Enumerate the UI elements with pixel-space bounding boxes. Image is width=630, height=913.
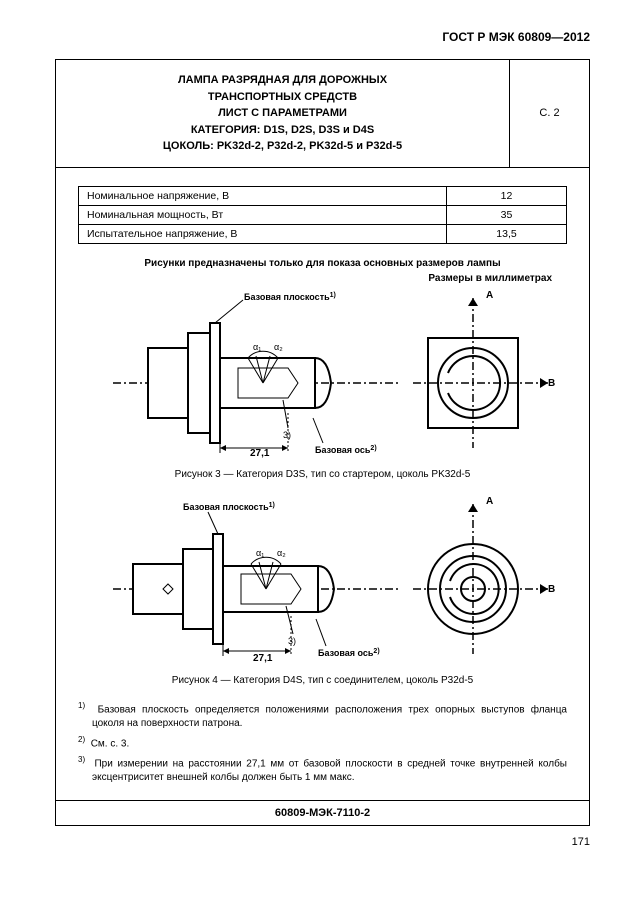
title-text: ЛАМПА РАЗРЯДНАЯ ДЛЯ ДОРОЖНЫХ ТРАНСПОРТНЫ…	[56, 60, 509, 167]
base-plane-label: Базовая плоскость	[183, 502, 269, 512]
param-label: Номинальная мощность, Вт	[79, 205, 447, 224]
standard-header: ГОСТ Р МЭК 60809—2012	[55, 30, 590, 44]
param-value: 13,5	[447, 224, 567, 243]
A-label: A	[486, 290, 493, 301]
svg-text:Базовая плоскость1): Базовая плоскость1)	[244, 291, 336, 302]
figures-note: Рисунки предназначены только для показа …	[78, 258, 567, 269]
note3-label: 3)	[283, 430, 291, 440]
title-line: ЦОКОЛЬ: PK32d-2, P32d-2, PK32d-5 и P32d-…	[163, 140, 402, 152]
figure-3-caption: Рисунок 3 — Категория D3S, тип со старте…	[78, 469, 567, 480]
figure-4-caption: Рисунок 4 — Категория D4S, тип с соедини…	[78, 675, 567, 686]
table-row: Испытательное напряжение, В 13,5	[79, 224, 567, 243]
footnote-2: См. с. 3.	[91, 738, 130, 749]
svg-text:Базовая плоскость1): Базовая плоскость1)	[183, 501, 275, 512]
param-value: 12	[447, 186, 567, 205]
alpha2-label: α₂	[277, 548, 286, 558]
base-plane-label: Базовая плоскость	[244, 292, 330, 302]
title-line: ТРАНСПОРТНЫХ СРЕДСТВ	[208, 91, 357, 103]
title-line: ЛИСТ С ПАРАМЕТРАМИ	[218, 107, 347, 119]
note3-label: 3)	[288, 636, 296, 646]
B-label: B	[548, 584, 555, 595]
figure-3-svg: 27,1 α₁ α₂ 3) Базовая плоскость1) Базова…	[88, 288, 558, 463]
dim-label: 27,1	[250, 448, 270, 459]
param-label: Испытательное напряжение, В	[79, 224, 447, 243]
base-axis-label: Базовая ось	[318, 648, 374, 658]
base-axis-label: Базовая ось	[315, 445, 371, 455]
page-number: 171	[55, 836, 590, 848]
param-table: Номинальное напряжение, В 12 Номинальная…	[78, 186, 567, 244]
table-row: Номинальная мощность, Вт 35	[79, 205, 567, 224]
svg-text:Базовая ось2): Базовая ось2)	[318, 647, 380, 658]
param-value: 35	[447, 205, 567, 224]
B-label: B	[548, 378, 555, 389]
A-label: A	[486, 496, 493, 507]
figure-4-svg: 27,1 α₁ α₂ 3) Базовая плоскость1) Базова…	[88, 494, 558, 669]
page-ref: С. 2	[509, 60, 589, 167]
dim-label: 27,1	[253, 653, 273, 664]
figures-units: Размеры в миллиметрах	[78, 273, 567, 284]
alpha1-label: α₁	[256, 548, 264, 558]
footnote-3: При измерении на расстоянии 27,1 мм от б…	[92, 758, 567, 783]
doc-footer: 60809-МЭК-7110-2	[56, 800, 589, 825]
param-label: Номинальное напряжение, В	[79, 186, 447, 205]
title-line: КАТЕГОРИЯ: D1S, D2S, D3S и D4S	[191, 124, 374, 136]
footnotes: 1) Базовая плоскость определяется положе…	[78, 700, 567, 786]
title-line: ЛАМПА РАЗРЯДНАЯ ДЛЯ ДОРОЖНЫХ	[178, 74, 387, 86]
alpha2-label: α₂	[274, 342, 283, 352]
title-block: ЛАМПА РАЗРЯДНАЯ ДЛЯ ДОРОЖНЫХ ТРАНСПОРТНЫ…	[56, 60, 589, 168]
alpha1-label: α₁	[253, 342, 261, 352]
table-row: Номинальное напряжение, В 12	[79, 186, 567, 205]
main-frame: ЛАМПА РАЗРЯДНАЯ ДЛЯ ДОРОЖНЫХ ТРАНСПОРТНЫ…	[55, 59, 590, 826]
svg-text:Базовая ось2): Базовая ось2)	[315, 444, 377, 455]
footnote-1: Базовая плоскость определяется положения…	[92, 704, 567, 729]
